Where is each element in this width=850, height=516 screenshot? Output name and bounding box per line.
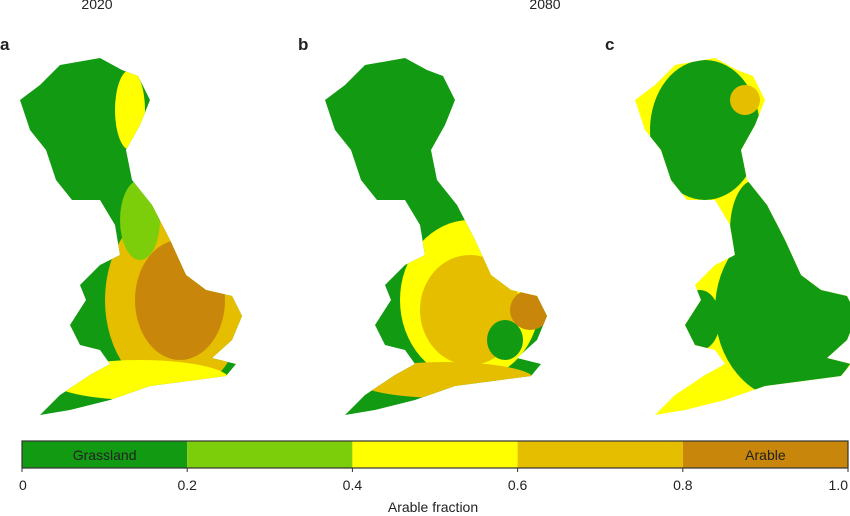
tick-label: 0.8 <box>673 477 693 493</box>
colorbar-segment-label: Arable <box>745 447 786 463</box>
panel-label: b <box>298 35 308 54</box>
map-panel <box>635 58 850 415</box>
panel-label: c <box>605 35 614 54</box>
colorbar-segment <box>22 441 188 468</box>
tick-label: 0.2 <box>177 477 197 493</box>
colorbar-title: Arable fraction <box>388 499 478 515</box>
colorbar-segment <box>682 441 848 468</box>
tick-label: 0 <box>19 477 27 493</box>
panel-label: a <box>0 35 10 54</box>
colorbar-frame <box>21 440 849 469</box>
tick-label: 0.6 <box>508 477 528 493</box>
colorbar-segment <box>352 441 518 468</box>
year-label: 2020 <box>81 0 112 12</box>
tick-label: 1.0 <box>829 477 849 493</box>
tick-label: 0.4 <box>343 477 363 493</box>
colorbar-segment <box>187 441 353 468</box>
colorbar-segment-label: Grassland <box>73 447 137 463</box>
colorbar-segment <box>517 441 683 468</box>
map-panel <box>20 58 242 415</box>
year-label: 2080 <box>529 0 560 12</box>
map-panel <box>325 58 547 415</box>
colorbar: Grassland Arable 0 0.2 0.4 0.6 0.8 1.0 <box>19 440 849 493</box>
